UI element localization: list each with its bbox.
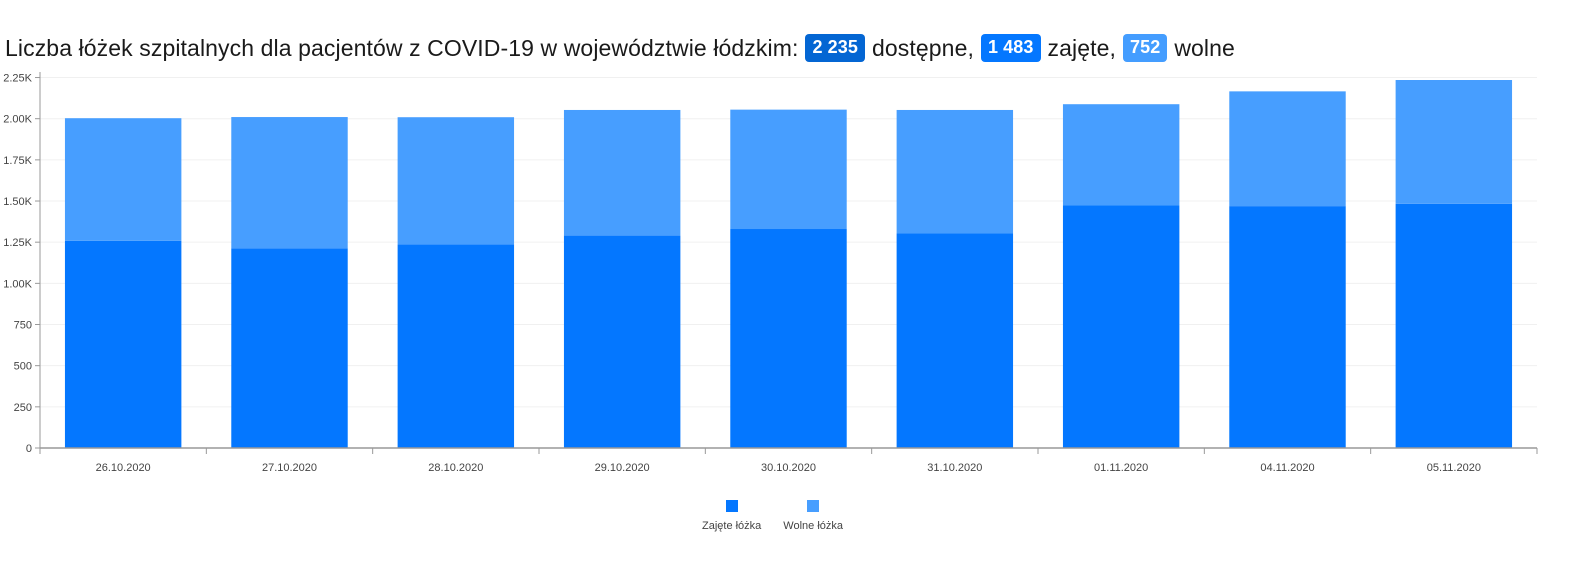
chart-title: Liczba łóżek szpitalnych dla pacjentów z… <box>5 30 1235 66</box>
y-tick-label: 750 <box>14 320 32 332</box>
bar-occupied[interactable] <box>896 233 1014 448</box>
bar-free[interactable] <box>563 109 681 236</box>
bar-occupied[interactable] <box>64 240 182 448</box>
occupied-beds-badge: 1 483 <box>980 34 1041 62</box>
x-tick-label: 26.10.2020 <box>96 462 151 474</box>
legend-label-free: Wolne łóżka <box>783 520 844 532</box>
y-tick-label: 1.75K <box>3 155 32 167</box>
bar-free[interactable] <box>730 109 847 230</box>
bar-free[interactable] <box>1062 104 1180 206</box>
bar-free[interactable] <box>1229 91 1346 207</box>
bar-free[interactable] <box>1395 80 1513 204</box>
available-beds-badge: 2 235 <box>805 34 866 62</box>
bars <box>64 80 1513 448</box>
x-tick-label: 05.11.2020 <box>1427 462 1481 474</box>
bar-free[interactable] <box>231 117 348 249</box>
legend-swatch-occupied <box>725 500 738 512</box>
bar-free[interactable] <box>896 109 1014 234</box>
x-tick-label: 04.11.2020 <box>1260 462 1314 474</box>
x-tick-label: 27.10.2020 <box>262 462 317 474</box>
legend-item-free[interactable]: Wolne łóżka <box>783 500 843 532</box>
y-tick-label: 1.00K <box>3 278 32 290</box>
bar-occupied[interactable] <box>563 235 681 448</box>
legend-item-occupied[interactable]: Zajęte łóżka <box>702 500 761 532</box>
x-tick-label: 31.10.2020 <box>927 462 982 474</box>
y-tick-label: 0 <box>26 443 32 455</box>
y-tick-label: 1.25K <box>3 237 32 249</box>
y-tick-labels: 0 250 500 750 1.00K 1.25K 1.50K 1.75K 2.00K 2.25K <box>3 73 32 455</box>
x-tick-label: 29.10.2020 <box>595 462 650 474</box>
bar-occupied[interactable] <box>397 244 515 448</box>
x-tick-labels: 26.10.2020 27.10.2020 28.10.2020 29.10.2020… <box>96 462 1481 474</box>
bar-occupied[interactable] <box>730 229 847 448</box>
title-prefix: Liczba łóżek szpitalnych dla pacjentów z… <box>5 34 799 61</box>
bar-free[interactable] <box>397 117 515 245</box>
free-beds-badge: 752 <box>1122 34 1168 62</box>
axes <box>35 72 1538 454</box>
free-label: wolne <box>1174 34 1235 61</box>
y-tick-label: 2.00K <box>3 114 32 126</box>
bar-occupied[interactable] <box>231 248 348 448</box>
y-tick-label: 1.50K <box>3 196 32 208</box>
available-label: dostępne, <box>872 34 974 61</box>
occupied-label: zajęte, <box>1047 34 1116 61</box>
legend-swatch-free <box>807 500 820 512</box>
legend-label-occupied: Zajęte łóżka <box>701 520 762 532</box>
bar-occupied[interactable] <box>1395 203 1513 448</box>
legend: Zajęte łóżka Wolne łóżka <box>0 500 1545 532</box>
bar-free[interactable] <box>64 118 182 241</box>
y-tick-label: 2.25K <box>3 73 32 85</box>
bar-occupied[interactable] <box>1062 205 1180 448</box>
x-tick-label: 28.10.2020 <box>428 462 483 474</box>
y-tick-label: 500 <box>14 361 32 373</box>
y-tick-label: 250 <box>14 402 32 414</box>
x-tick-label: 01.11.2020 <box>1094 462 1148 474</box>
stacked-bar-chart: 0 250 500 750 1.00K 1.25K 1.50K 1.75K 2.00K 2.25K… <box>3 72 1538 474</box>
x-tick-label: 30.10.2020 <box>761 462 816 474</box>
bar-occupied[interactable] <box>1229 206 1346 448</box>
